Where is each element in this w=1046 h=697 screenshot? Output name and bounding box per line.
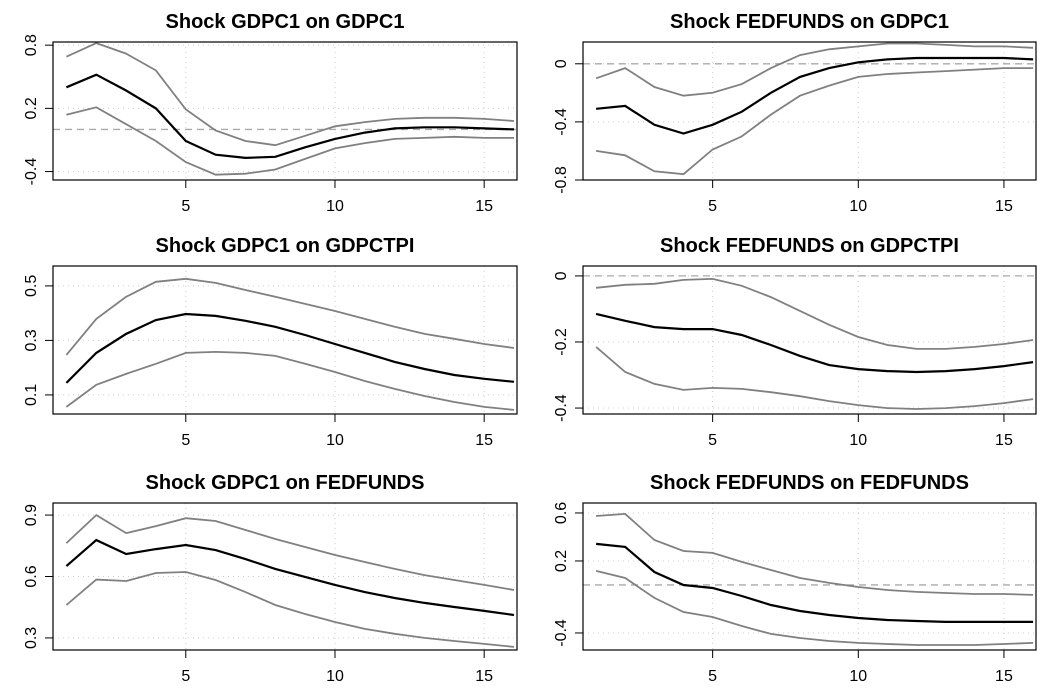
series-line	[595, 312, 1034, 374]
series-line	[595, 67, 1034, 176]
y-tick-label: 0	[553, 271, 570, 280]
y-tick-label: -0.2	[553, 328, 570, 356]
plot-frame	[52, 41, 518, 181]
y-tick-label: 0.6	[553, 502, 570, 524]
series-line	[65, 312, 515, 384]
chart-title: Shock GDPC1 on GDPC1	[166, 11, 405, 33]
series-line	[65, 571, 515, 648]
series-line	[596, 512, 1034, 596]
y-tick-label: 0.5	[23, 275, 40, 297]
x-tick-label: 5	[181, 198, 190, 215]
plot-frame	[582, 502, 1037, 651]
series-line	[595, 542, 1034, 623]
series-line	[66, 42, 515, 147]
x-tick-label: 15	[475, 668, 493, 685]
plot-frame	[52, 265, 518, 415]
chart-title: Shock FEDFUNDS on FEDFUNDS	[650, 472, 969, 494]
panel: Shock GDPC1 on FEDFUNDS 5 10 15 0.3 0.6 0.9	[23, 472, 518, 685]
panel: Shock FEDFUNDS on GDPCTPI 5 10 15 -0.4 -0.2 0	[553, 235, 1037, 449]
chart-title: Shock GDPC1 on GDPCTPI	[156, 235, 415, 257]
y-tick-label: -0.8	[553, 166, 570, 194]
x-tick-label: 10	[849, 432, 867, 449]
y-tick-label: 0.2	[23, 97, 40, 119]
y-tick-label: 0.1	[23, 384, 40, 406]
x-tick-label: 15	[475, 198, 493, 215]
series-line	[595, 42, 1034, 97]
plot-frame	[582, 265, 1037, 415]
panel: Shock GDPC1 on GDPC1 5 10 15 -0.4 0.2 0.8	[23, 11, 518, 215]
y-tick-label: 0.6	[23, 565, 40, 587]
series-line	[65, 277, 515, 356]
panel: Shock FEDFUNDS on GDPC1 5 10 15 -0.8 -0.4 0	[553, 11, 1037, 215]
chart-title: Shock GDPC1 on FEDFUNDS	[146, 472, 425, 494]
plot-frame	[52, 502, 518, 651]
series-line	[66, 106, 514, 176]
series-line	[595, 56, 1034, 135]
series-line	[65, 73, 515, 160]
series-line	[65, 350, 515, 411]
chart-title: Shock FEDFUNDS on GDPC1	[670, 11, 949, 33]
x-tick-label: 5	[708, 432, 717, 449]
x-tick-label: 15	[995, 198, 1013, 215]
series-line	[65, 513, 515, 591]
x-tick-label: 5	[708, 668, 717, 685]
x-tick-label: 15	[995, 432, 1013, 449]
y-tick-label: 0.3	[23, 627, 40, 649]
y-tick-label: -0.4	[553, 394, 570, 422]
x-tick-label: 15	[995, 668, 1013, 685]
plot-frame	[582, 41, 1037, 181]
y-tick-label: 0.8	[23, 34, 40, 56]
x-tick-label: 5	[708, 198, 717, 215]
y-tick-label: -0.4	[553, 108, 570, 136]
series-line	[596, 277, 1034, 350]
x-tick-label: 10	[326, 668, 344, 685]
series-line	[595, 570, 1034, 646]
x-tick-label: 5	[181, 668, 190, 685]
x-tick-label: 10	[326, 198, 344, 215]
x-tick-label: 10	[849, 668, 867, 685]
y-tick-label: 0.9	[23, 504, 40, 526]
chart-title: Shock FEDFUNDS on GDPCTPI	[660, 235, 959, 257]
series-line	[595, 346, 1034, 410]
y-tick-label: 0.3	[23, 329, 40, 351]
x-tick-label: 10	[849, 198, 867, 215]
x-tick-label: 15	[475, 432, 493, 449]
x-tick-label: 5	[181, 432, 190, 449]
y-tick-label: -0.4	[23, 158, 40, 186]
x-tick-label: 10	[326, 432, 344, 449]
panel: Shock FEDFUNDS on FEDFUNDS 5 10 15 -0.4 0.2 0.…	[553, 472, 1037, 685]
y-tick-label: -0.4	[553, 619, 570, 647]
panel: Shock GDPC1 on GDPCTPI 5 10 15 0.1 0.3 0.5	[23, 235, 518, 449]
series-line	[65, 538, 515, 617]
y-tick-label: 0.2	[553, 550, 570, 572]
y-tick-label: 0	[553, 59, 570, 68]
